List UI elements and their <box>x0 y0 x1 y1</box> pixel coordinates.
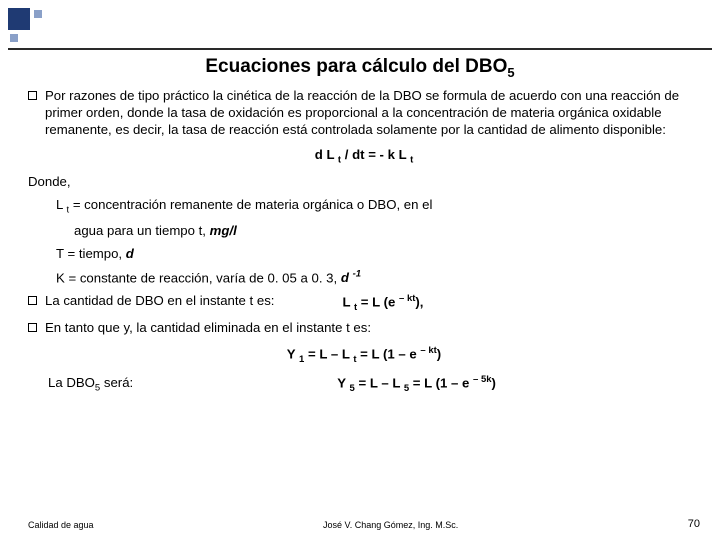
footer-left: Calidad de agua <box>28 520 94 530</box>
equation-3: Y 1 = L – L t = L (1 – e – kt) <box>28 345 700 366</box>
eq2-part: L <box>342 295 353 310</box>
def-text: = concentración remanente de materia org… <box>69 197 432 212</box>
eq4-part: = L – L <box>355 376 404 391</box>
bullet-item-2: La cantidad de DBO en el instante t es: … <box>28 293 700 314</box>
square-bullet-icon <box>28 323 37 332</box>
def-text: T = tiempo, <box>56 246 126 261</box>
equation-1: d L t / dt = - k L t <box>28 147 700 167</box>
def-unit: d <box>126 246 134 261</box>
square-bullet-icon <box>28 91 37 100</box>
horizontal-rule <box>8 48 712 50</box>
donde-label: Donde, <box>28 174 700 191</box>
corner-decoration <box>8 8 68 48</box>
definition-L-cont: agua para un tiempo t, mg/l <box>74 223 700 240</box>
bullet-item-1: Por razones de tipo práctico la cinética… <box>28 88 700 139</box>
final-row: La DBO5 será: Y 5 = L – L 5 = L (1 – e –… <box>28 374 700 395</box>
eq3-part: Y <box>287 347 299 362</box>
definition-L: L t = concentración remanente de materia… <box>56 197 700 217</box>
def-unit-d: d -1 <box>341 270 361 285</box>
definition-T: T = tiempo, d <box>56 246 700 263</box>
eq3-sup: – kt <box>420 345 436 356</box>
eq2-sup: – kt <box>399 293 415 304</box>
final-lbl-text: La DBO <box>48 375 95 390</box>
eq2-part: ), <box>415 295 423 310</box>
eq3-part: ) <box>437 347 441 362</box>
eq4-part: ) <box>492 376 496 391</box>
bullet-3-text: En tanto que y, la cantidad eliminada en… <box>45 320 700 337</box>
equation-2: L t = L (e – kt), <box>282 293 700 314</box>
final-label: La DBO5 será: <box>28 375 133 395</box>
bullet-item-3: En tanto que y, la cantidad eliminada en… <box>28 320 700 337</box>
eq3-part: = L – L <box>304 347 353 362</box>
def-text: K = constante de reacción, varía de 0. 0… <box>56 270 341 285</box>
bullet-2-text: La cantidad de DBO en el instante t es: <box>45 293 274 310</box>
eq2-part: = L (e <box>357 295 399 310</box>
final-lbl-text: será: <box>100 375 133 390</box>
eq1-sub: t <box>410 154 413 165</box>
footer-page-number: 70 <box>688 518 700 530</box>
def-unit: mg/l <box>210 223 237 238</box>
equation-4: Y 5 = L – L 5 = L (1 – e – 5k) <box>133 374 700 395</box>
eq4-part: = L (1 – e <box>409 376 473 391</box>
footer-center: José V. Chang Gómez, Ing. M.Sc. <box>94 520 688 530</box>
def-unit-pre: d <box>341 270 353 285</box>
eq4-sup: – 5k <box>473 374 492 385</box>
def-text: agua para un tiempo t, <box>74 223 210 238</box>
content-area: Por razones de tipo práctico la cinética… <box>28 88 700 396</box>
eq1-part: d L <box>315 147 338 162</box>
bullet-1-text: Por razones de tipo práctico la cinética… <box>45 88 700 139</box>
eq3-part: = L (1 – e <box>357 347 421 362</box>
title-text: Ecuaciones para cálculo del DBO <box>205 56 507 77</box>
title-subscript: 5 <box>507 65 514 80</box>
page-title: Ecuaciones para cálculo del DBO5 <box>0 56 720 80</box>
eq1-part: / dt = - k L <box>341 147 410 162</box>
def-unit-sup: -1 <box>353 269 361 280</box>
def-text: L <box>56 197 67 212</box>
footer: Calidad de agua José V. Chang Gómez, Ing… <box>28 518 700 530</box>
eq4-part: Y <box>337 376 349 391</box>
square-bullet-icon <box>28 296 37 305</box>
definition-K: K = constante de reacción, varía de 0. 0… <box>56 269 700 287</box>
